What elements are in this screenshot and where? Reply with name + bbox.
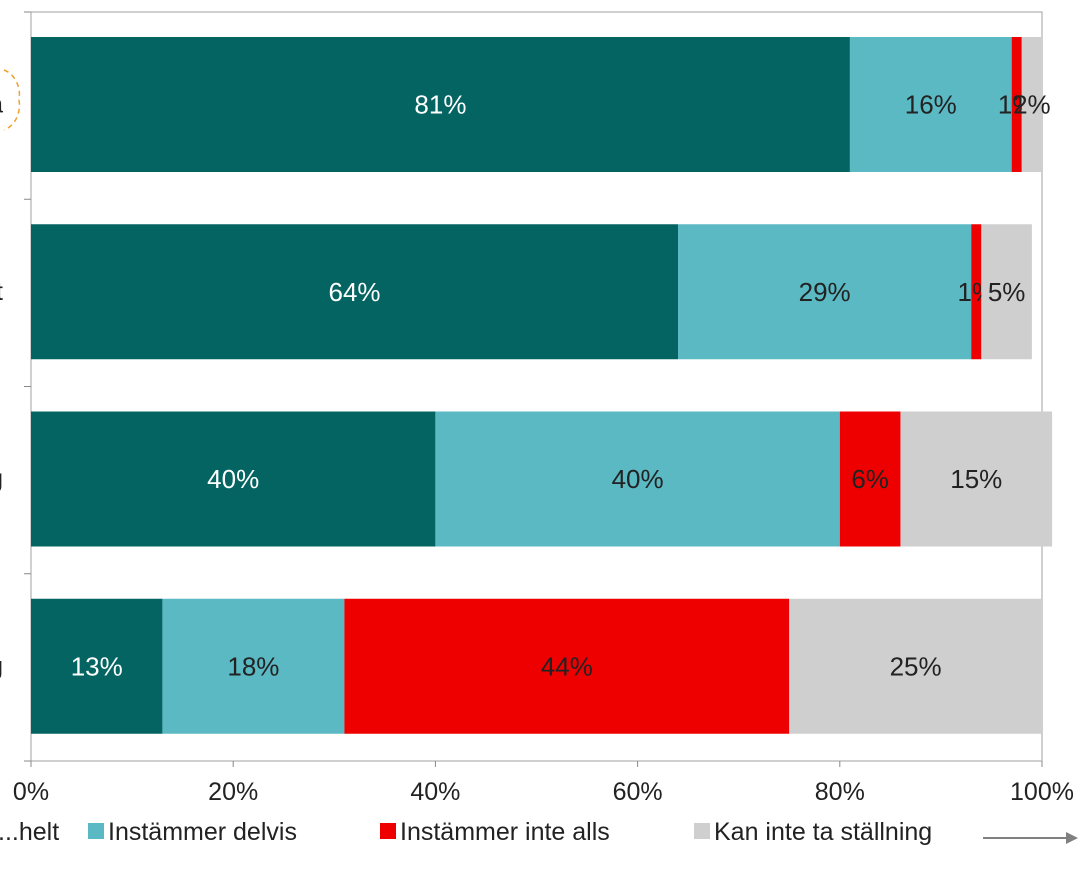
legend-item-helt: ...helt [0, 818, 59, 847]
bar-segment [900, 411, 1053, 547]
legend-item-instammer-delvis: Instämmer delvis [88, 818, 297, 847]
x-tick-label: 100% [1010, 778, 1074, 806]
data-label: 40% [207, 464, 259, 494]
legend-swatch [380, 823, 396, 839]
legend-label: Instämmer inte alls [400, 818, 610, 846]
arrow-head-icon [1066, 832, 1078, 844]
bar-segment [31, 411, 436, 547]
bar-segment [971, 224, 982, 360]
category-label: a [0, 91, 3, 119]
data-label: 2% [1013, 90, 1051, 120]
data-label: 81% [414, 90, 466, 120]
bar-segment [31, 37, 850, 172]
data-label: 5% [988, 277, 1026, 307]
category-label: g [0, 652, 3, 680]
data-label: 13% [71, 651, 123, 681]
legend-item-kan-inte-ta-stallning: Kan inte ta ställning [694, 818, 932, 847]
legend-label: Kan inte ta ställning [714, 818, 933, 846]
bar-segment [981, 224, 1032, 360]
highlight-circle [3, 69, 21, 131]
bar-segment [344, 598, 790, 734]
x-tick-label: 0% [13, 778, 49, 806]
legend-label: ...helt [0, 818, 60, 846]
data-label: 16% [905, 90, 957, 120]
data-label: 6% [851, 464, 889, 494]
data-label: 18% [227, 651, 279, 681]
bar-segment [31, 224, 679, 360]
legend: ...helt Instämmer delvis Instämmer inte … [0, 818, 1082, 858]
legend-label: Instämmer delvis [108, 818, 297, 846]
data-label: 64% [328, 277, 380, 307]
bar-segment [678, 224, 972, 360]
data-label: 40% [612, 464, 664, 494]
category-label: g [0, 465, 3, 493]
bar-segment [162, 598, 345, 734]
bar-segment [839, 411, 901, 547]
x-tick-label: 20% [208, 778, 258, 806]
data-label: 25% [890, 651, 942, 681]
legend-swatch [694, 823, 710, 839]
bar-segment [1011, 37, 1022, 172]
data-label: 44% [541, 651, 593, 681]
legend-swatch [88, 823, 104, 839]
data-label: 15% [950, 464, 1002, 494]
x-tick-label: 40% [410, 778, 460, 806]
data-label: 29% [799, 277, 851, 307]
bar-segment [1021, 37, 1042, 172]
bar-segment [435, 411, 840, 547]
bar-segment [789, 598, 1042, 734]
legend-item-instammer-inte-alls: Instämmer inte alls [380, 818, 610, 847]
x-tick-label: 60% [613, 778, 663, 806]
bar-segment [31, 598, 163, 734]
category-label: t [0, 278, 3, 306]
x-tick-label: 80% [815, 778, 865, 806]
bar-segment [849, 37, 1012, 172]
